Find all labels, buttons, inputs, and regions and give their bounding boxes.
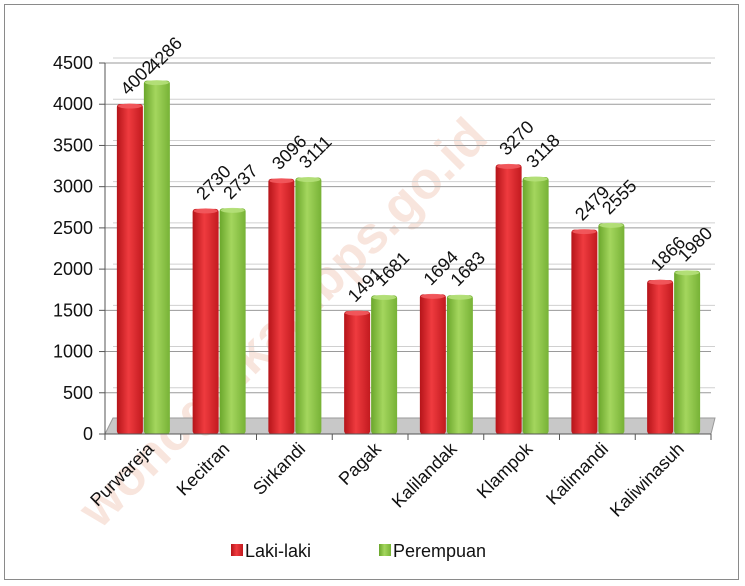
x-tick-label-sirkandi: Sirkandi bbox=[249, 439, 309, 499]
bar-laki-laki-kaliwinasuh bbox=[647, 280, 674, 434]
legend: Laki-laki Perempuan bbox=[231, 541, 486, 561]
bar-top-highlight bbox=[372, 294, 397, 300]
bar-top-highlight bbox=[193, 208, 218, 214]
bar-top-highlight bbox=[269, 178, 294, 184]
bar-top-highlight bbox=[523, 176, 548, 182]
bar-top-highlight bbox=[648, 279, 673, 285]
y-tick-label: 3000 bbox=[53, 177, 93, 197]
y-tick-label: 2000 bbox=[53, 259, 93, 279]
bar-perempuan-kalimandi bbox=[598, 223, 625, 434]
bar-top-highlight bbox=[345, 310, 370, 316]
bar-perempuan-kecitran bbox=[219, 208, 246, 434]
chart-container: wonogirikab.bps.go.id 400242862730273730… bbox=[4, 4, 739, 580]
bar-top-highlight bbox=[447, 294, 472, 300]
bar-laki-laki-pagak bbox=[344, 311, 371, 434]
bar-perempuan-pagak bbox=[371, 295, 398, 434]
x-tick-label-kalilandak: Kalilandak bbox=[388, 438, 462, 512]
data-label-perempuan-kaliwinasuh: 1980 bbox=[674, 223, 716, 265]
y-tick-label: 1000 bbox=[53, 342, 93, 362]
y-tick-label: 3500 bbox=[53, 135, 93, 155]
y-tick-label: 4000 bbox=[53, 94, 93, 114]
bars bbox=[116, 80, 701, 435]
bar-perempuan-purwareja bbox=[143, 80, 170, 434]
legend-swatch-laki-laki bbox=[231, 544, 243, 556]
bar-perempuan-kalilandak bbox=[446, 295, 473, 434]
bar-laki-laki-sirkandi bbox=[268, 178, 295, 434]
y-tick-label: 0 bbox=[83, 424, 93, 444]
bar-top-highlight bbox=[572, 229, 597, 235]
bar-top-highlight bbox=[675, 270, 700, 276]
y-tick-label: 2500 bbox=[53, 218, 93, 238]
bar-chart: wonogirikab.bps.go.id 400242862730273730… bbox=[53, 33, 716, 561]
bar-top-highlight bbox=[599, 222, 624, 228]
x-tick-label-kalimandi: Kalimandi bbox=[542, 439, 612, 509]
bar-top-highlight bbox=[296, 177, 321, 183]
bar-top-highlight bbox=[496, 163, 521, 169]
legend-label-perempuan: Perempuan bbox=[393, 541, 486, 561]
y-tick-label: 500 bbox=[63, 383, 93, 403]
bar-top-highlight bbox=[420, 293, 445, 299]
bar-perempuan-kaliwinasuh bbox=[674, 270, 701, 434]
bar-perempuan-sirkandi bbox=[295, 177, 322, 435]
y-tick-label: 4500 bbox=[53, 53, 93, 73]
bar-top-highlight bbox=[220, 207, 245, 213]
bar-laki-laki-klampok bbox=[495, 164, 522, 434]
bar-laki-laki-kalimandi bbox=[571, 229, 598, 434]
legend-label-laki-laki: Laki-laki bbox=[245, 541, 311, 561]
bar-top-highlight bbox=[117, 103, 142, 109]
x-tick-label-klampok: Klampok bbox=[473, 438, 537, 502]
bar-laki-laki-kecitran bbox=[192, 208, 219, 434]
x-tick-label-pagak: Pagak bbox=[335, 438, 386, 489]
bar-laki-laki-kalilandak bbox=[419, 294, 446, 434]
bar-top-highlight bbox=[144, 80, 169, 86]
legend-swatch-perempuan bbox=[379, 544, 391, 556]
bar-laki-laki-purwareja bbox=[116, 104, 143, 434]
x-tick-label-kaliwinasuh: Kaliwinasuh bbox=[606, 439, 688, 521]
y-tick-label: 1500 bbox=[53, 300, 93, 320]
bar-perempuan-klampok bbox=[522, 176, 549, 434]
